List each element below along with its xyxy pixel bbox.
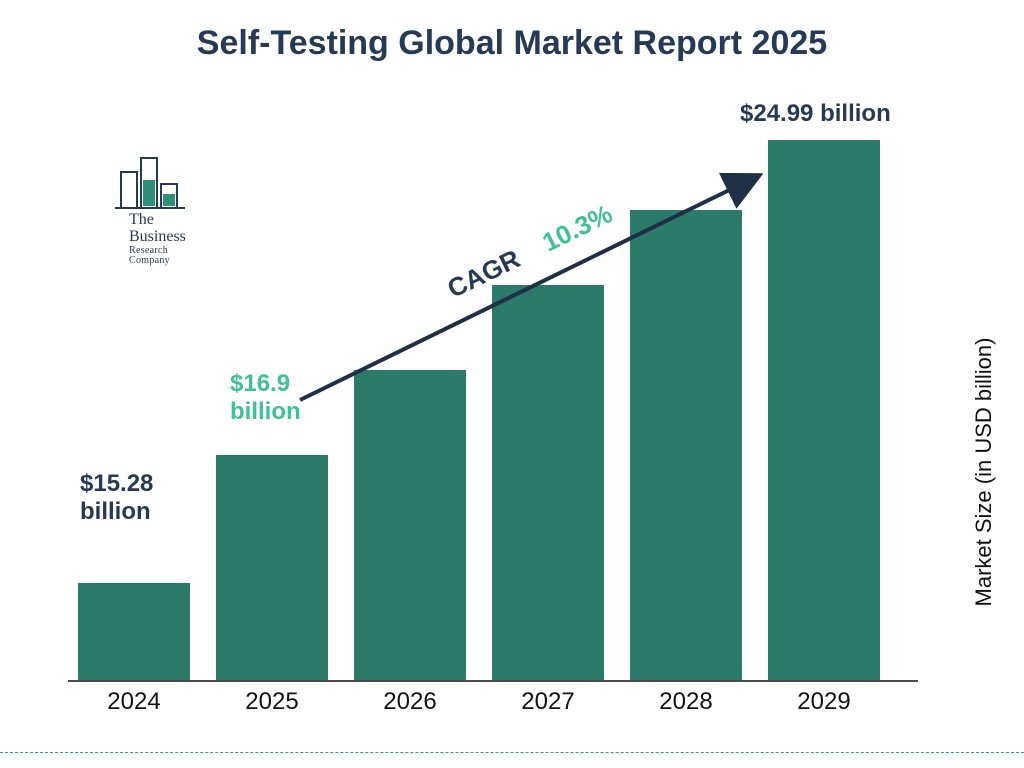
chart-canvas: Self-Testing Global Market Report 2025 T… <box>0 0 1024 768</box>
bar <box>78 583 190 680</box>
footer-divider <box>0 752 1024 753</box>
x-tick-label: 2027 <box>492 688 604 716</box>
bar <box>216 455 328 680</box>
bar <box>354 370 466 680</box>
x-tick-label: 2025 <box>216 688 328 716</box>
bar-chart: 202420252026202720282029 <box>78 120 908 680</box>
bar <box>768 140 880 680</box>
data-label: $24.99 billion <box>740 100 891 128</box>
bar <box>630 210 742 680</box>
x-axis-baseline <box>68 680 918 682</box>
x-tick-label: 2024 <box>78 688 190 716</box>
bar <box>492 285 604 680</box>
x-tick-label: 2026 <box>354 688 466 716</box>
x-axis-labels: 2024 2025 2026 2027 2028 2029 <box>78 688 908 716</box>
data-label: $16.9billion <box>230 370 301 425</box>
x-tick-label: 2029 <box>768 688 880 716</box>
x-tick-label: 2028 <box>630 688 742 716</box>
y-axis-label: Market Size (in USD billion) <box>971 322 997 622</box>
data-label: $15.28billion <box>80 470 153 525</box>
bars-container <box>78 120 908 680</box>
page-title: Self-Testing Global Market Report 2025 <box>0 24 1024 63</box>
